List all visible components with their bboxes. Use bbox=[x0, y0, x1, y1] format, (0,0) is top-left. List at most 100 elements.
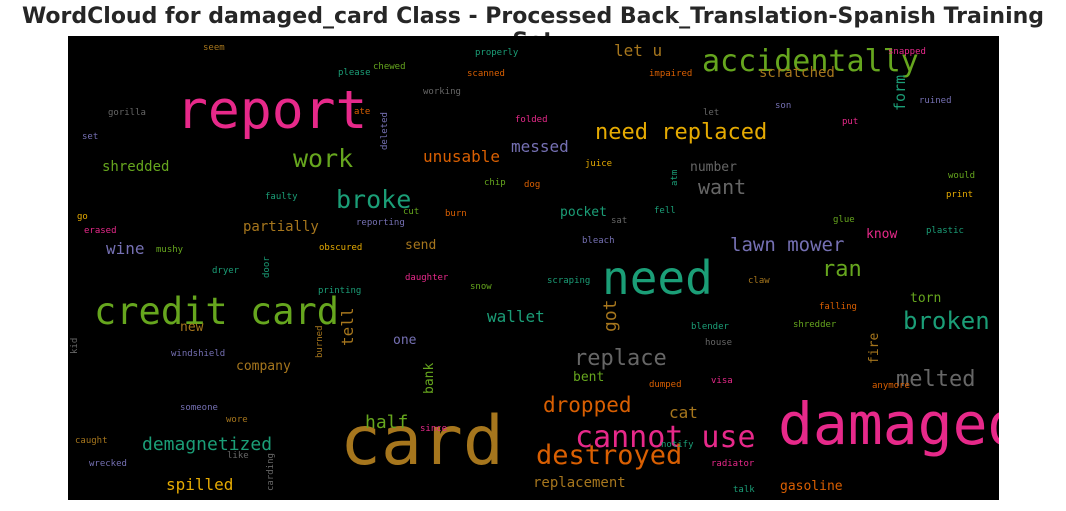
word-ruined: ruined bbox=[919, 96, 952, 106]
word-atm: atm bbox=[670, 170, 680, 186]
word-wallet: wallet bbox=[487, 307, 545, 326]
word-set: set bbox=[82, 132, 98, 142]
word-burned: burned bbox=[315, 325, 325, 358]
word-wrecked: wrecked bbox=[89, 459, 127, 469]
word-caught: caught bbox=[75, 436, 108, 446]
word-fire: fire bbox=[867, 333, 882, 364]
word-spilled: spilled bbox=[166, 475, 233, 494]
word-dumped: dumped bbox=[649, 380, 682, 390]
word-form: form bbox=[891, 75, 909, 111]
word-damaged: damaged bbox=[778, 390, 999, 458]
word-glue: glue bbox=[833, 215, 855, 225]
word-dropped: dropped bbox=[543, 393, 632, 417]
word-shredder: shredder bbox=[793, 320, 837, 330]
word-cut: cut bbox=[403, 207, 419, 217]
word-fell: fell bbox=[654, 206, 676, 216]
word-destroyed: destroyed bbox=[536, 440, 682, 471]
word-unusable: unusable bbox=[423, 147, 500, 166]
word-radiator: radiator bbox=[711, 459, 755, 469]
word-like: like bbox=[227, 451, 249, 461]
word-need: need bbox=[602, 251, 713, 305]
word-reporting: reporting bbox=[356, 218, 405, 228]
word-carding: carding bbox=[266, 453, 276, 491]
word-chewed: chewed bbox=[373, 62, 406, 72]
word-falling: falling bbox=[819, 302, 857, 312]
word-blender: blender bbox=[691, 322, 730, 332]
word-claw: claw bbox=[748, 276, 770, 286]
word-shredded: shredded bbox=[102, 159, 169, 175]
word-replace: replace bbox=[574, 346, 667, 371]
word-put: put bbox=[842, 117, 858, 127]
word-ate: ate bbox=[354, 107, 370, 117]
word-visa: visa bbox=[711, 376, 733, 386]
word-please: please bbox=[338, 68, 371, 78]
word-chip: chip bbox=[484, 178, 506, 188]
word-need-replaced: need replaced bbox=[595, 120, 767, 145]
word-bleach: bleach bbox=[582, 236, 615, 246]
word-accidentally: accidentally bbox=[702, 44, 919, 79]
word-dog: dog bbox=[524, 180, 540, 190]
word-printing: printing bbox=[318, 286, 361, 296]
word-scratched: scratched bbox=[759, 65, 835, 81]
word-report: report bbox=[176, 80, 367, 141]
word-daughter: daughter bbox=[405, 273, 449, 283]
word-print: print bbox=[946, 190, 973, 200]
word-kid: kid bbox=[70, 338, 80, 354]
word-lawn-mower: lawn mower bbox=[730, 234, 844, 256]
word-bent: bent bbox=[573, 370, 604, 385]
word-talk: talk bbox=[733, 485, 755, 495]
word-one: one bbox=[393, 333, 417, 348]
word-snapped: snapped bbox=[888, 47, 926, 57]
word-juice: juice bbox=[585, 159, 612, 169]
word-new: new bbox=[180, 320, 204, 335]
word-broke: broke bbox=[336, 185, 411, 214]
word-ran: ran bbox=[822, 257, 862, 282]
word-door: door bbox=[262, 256, 272, 278]
word-working: working bbox=[423, 87, 461, 97]
word-half: half bbox=[365, 412, 408, 433]
word-wore: wore bbox=[226, 415, 248, 425]
word-cannot-use: cannot use bbox=[575, 420, 756, 455]
word-gasoline: gasoline bbox=[780, 479, 843, 494]
word-plastic: plastic bbox=[926, 226, 964, 236]
word-deleted: deleted bbox=[380, 112, 390, 150]
word-partially: partially bbox=[243, 219, 319, 235]
word-torn: torn bbox=[910, 291, 941, 306]
word-go: go bbox=[77, 212, 88, 222]
word-scraping: scraping bbox=[547, 276, 590, 286]
word-company: company bbox=[236, 359, 291, 374]
word-let-u: let u bbox=[614, 41, 662, 60]
word-windshield: windshield bbox=[171, 349, 225, 359]
word-work: work bbox=[293, 144, 353, 173]
word-gorilla: gorilla bbox=[108, 108, 146, 118]
word-scanned: scanned bbox=[467, 69, 505, 79]
word-properly: properly bbox=[475, 48, 519, 58]
word-got: got bbox=[600, 299, 621, 332]
word-impaired: impaired bbox=[649, 69, 692, 79]
word-want: want bbox=[698, 175, 746, 199]
word-demagnetized: demagnetized bbox=[142, 434, 272, 455]
word-faulty: faulty bbox=[265, 192, 298, 202]
chart-title: WordCloud for damaged_card Class - Proce… bbox=[21, 4, 1045, 54]
word-let: let bbox=[703, 108, 719, 118]
word-broken: broken bbox=[903, 307, 990, 335]
word-son: son bbox=[775, 101, 791, 111]
word-know: know bbox=[866, 227, 897, 242]
word-folded: folded bbox=[515, 115, 548, 125]
word-wine: wine bbox=[106, 239, 145, 258]
word-number: number bbox=[690, 160, 737, 175]
word-erased: erased bbox=[84, 226, 117, 236]
word-since: since bbox=[420, 424, 447, 434]
word-house: house bbox=[705, 338, 732, 348]
word-notify: notify bbox=[661, 440, 694, 450]
word-burn: burn bbox=[445, 209, 467, 219]
word-dryer: dryer bbox=[212, 266, 240, 276]
word-obscured: obscured bbox=[319, 243, 362, 253]
word-mushy: mushy bbox=[156, 245, 184, 255]
word-credit-card: credit card bbox=[94, 290, 339, 333]
word-cat: cat bbox=[669, 403, 698, 422]
word-seem: seem bbox=[203, 43, 225, 53]
word-pocket: pocket bbox=[560, 205, 607, 220]
word-tell: tell bbox=[338, 307, 357, 346]
word-bank: bank bbox=[422, 363, 437, 394]
